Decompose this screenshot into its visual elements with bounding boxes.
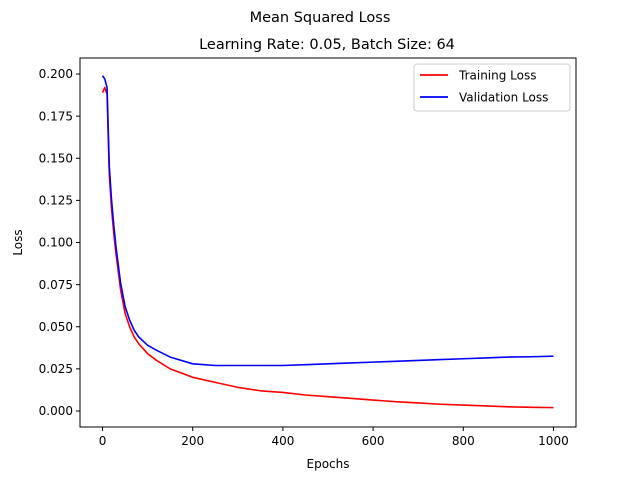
- plot-series: [101, 75, 554, 409]
- legend-box: [413, 63, 571, 112]
- y-axis-label: Loss: [11, 229, 25, 255]
- x-tick-label: 1000: [538, 434, 569, 448]
- x-axis-label: Epochs: [307, 457, 350, 471]
- y-tick-label: 0.050: [39, 320, 73, 334]
- y-tick-label: 0.000: [39, 404, 73, 418]
- plot-frame: [79, 57, 577, 428]
- y-tick-label: 0.025: [39, 362, 73, 376]
- legend: Training Loss Validation Loss: [413, 63, 571, 112]
- legend-label-training: Training Loss: [458, 69, 536, 83]
- x-tick-label: 600: [362, 434, 385, 448]
- x-tick-label: 800: [452, 434, 475, 448]
- y-tick-label: 0.100: [39, 236, 73, 250]
- y-axis-ticks: 0.000 0.025 0.050 0.075 0.100 0.125 0.150 0.175…: [39, 67, 80, 418]
- legend-label-validation: Validation Loss: [459, 91, 548, 105]
- y-tick-label: 0.200: [39, 67, 73, 81]
- x-tick-label: 0: [99, 434, 107, 448]
- x-axis-ticks: 0 200 400 600 800 1000: [99, 427, 569, 448]
- series-line-0: [101, 86, 554, 409]
- chart-subtitle: Learning Rate: 0.05, Batch Size: 64: [199, 37, 455, 53]
- y-tick-label: 0.075: [39, 278, 73, 292]
- y-tick-label: 0.150: [39, 151, 73, 165]
- series-line-1: [101, 75, 554, 367]
- y-tick-label: 0.125: [39, 194, 73, 208]
- x-tick-label: 200: [181, 434, 204, 448]
- x-tick-label: 400: [271, 434, 294, 448]
- chart-title: Mean Squared Loss: [250, 10, 391, 26]
- y-tick-label: 0.175: [39, 109, 73, 123]
